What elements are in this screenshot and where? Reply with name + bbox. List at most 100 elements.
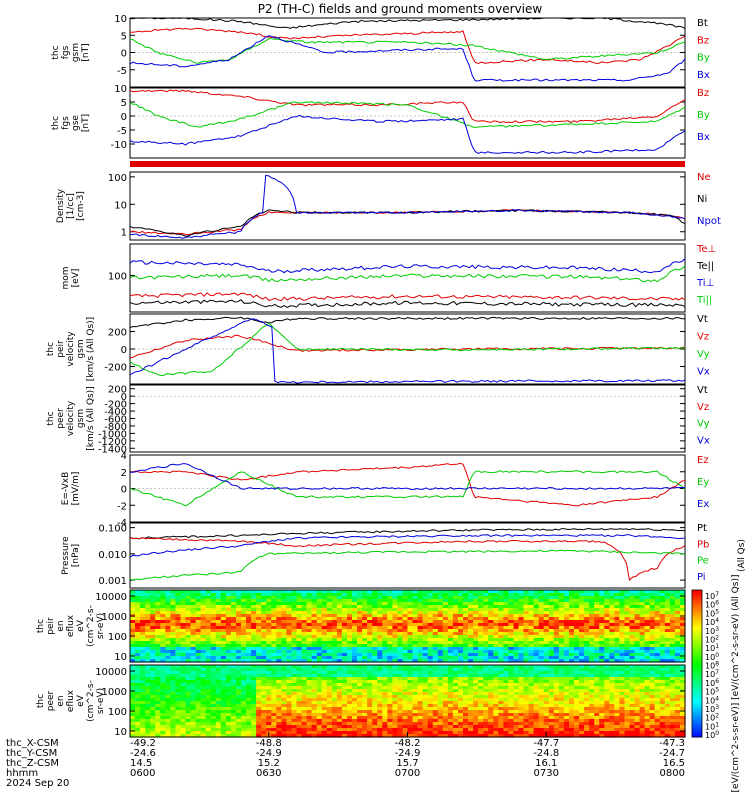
series-line-Ti|| (129, 265, 686, 283)
panel-frame (129, 589, 686, 663)
series-line-Bx (129, 114, 686, 154)
y-axis-label: thc peir velocity gsm [km/s (All Qs)] (46, 317, 96, 381)
colorbar-tick-label: 100 (705, 652, 719, 662)
legend-entry: Pi (697, 572, 706, 583)
legend-entry: Vy (697, 419, 710, 430)
y-tick-label: 10 (114, 200, 127, 211)
svg-text:[km/s (All Qs)]: [km/s (All Qs)] (86, 317, 96, 381)
colorbar: 1071061051041031021011001081071061051041… (691, 575, 741, 793)
colorbar-tick-label: 105 (705, 687, 719, 697)
y-tick-label: 5 (121, 98, 127, 109)
x-tick-value: 14.5 (130, 758, 152, 769)
svg-text:peir: peir (56, 340, 66, 358)
colorbar-tick-label: 100 (705, 730, 719, 740)
heatmap-cells (130, 665, 686, 738)
y-tick-label: 10 (114, 84, 127, 95)
series-line-Pe (129, 549, 686, 581)
colorbar-tick-label: 102 (705, 634, 719, 644)
y-tick-label: 4 (121, 451, 127, 462)
y-tick-label: 10000 (95, 592, 127, 603)
y-tick-label: -1000 (98, 429, 127, 440)
colorbar-tick-label: 107 (705, 591, 719, 601)
x-tick-value: 15.7 (396, 758, 418, 769)
colorbar-tick-label: 108 (705, 661, 719, 671)
panel-pressure: 0.100 0.010 0.001 Pressure [nPa] Pt Pb Pe Pi (All… (61, 522, 747, 589)
side-label: (All Qs) (737, 539, 747, 572)
svg-text:gsm: gsm (71, 43, 81, 62)
svg-text:gse: gse (71, 115, 81, 131)
svg-text:thc: thc (36, 619, 46, 633)
series-line-Ez (130, 462, 686, 507)
x-tick-value: -48.8 (256, 738, 282, 749)
colorbar-tick-label: 106 (705, 600, 719, 610)
colorbar-label: [eV/(cm^2-s-sr-eV)] [eV/(cm^2-s-sr-eV) (… (731, 575, 741, 793)
panel-fgs_gsm: 10 5 0 -5 thc fgs gsm [nT] Bt Bz By Bx (51, 14, 710, 88)
panel-frame (129, 87, 686, 159)
panel-frame (129, 522, 686, 589)
legend-entry: Vz (697, 332, 709, 343)
colorbar-tick-label: 105 (705, 608, 719, 618)
colorbar-tick-label: 101 (705, 643, 719, 653)
colorbar-tick-label: 103 (705, 704, 719, 714)
y-tick-label: 0.100 (98, 524, 127, 535)
series-line-Npot (129, 174, 686, 239)
svg-text:peir: peir (46, 617, 56, 635)
y-tick-label: 0 (121, 485, 127, 496)
legend-entry: Ey (697, 477, 709, 488)
y-tick-label: -400 (104, 407, 127, 418)
legend-entry: Vx (697, 367, 710, 378)
panel-density: 100 10 1 Density [1/cc] [cm-3] Ne Ni Npot (56, 171, 721, 241)
svg-text:thc: thc (51, 45, 61, 59)
legend-entry: Bx (697, 70, 710, 81)
x-tick-value: -24.7 (659, 748, 685, 759)
svg-text:E=-VxB: E=-VxB (61, 472, 71, 506)
svg-text:peer: peer (56, 408, 66, 429)
y-tick-label: 100 (108, 173, 127, 184)
x-tick-value: -48.2 (395, 738, 421, 749)
colorbar-tick-label: 102 (705, 713, 719, 723)
series-line-Pb (129, 537, 686, 581)
legend-entry: Vx (697, 435, 710, 446)
svg-text:fgs: fgs (61, 45, 71, 59)
series-line-Bt (129, 17, 686, 30)
y-tick-label: 0.001 (98, 576, 127, 587)
legend-entry: Ni (697, 194, 707, 205)
svg-text:[1/cc]: [1/cc] (66, 193, 76, 219)
y-tick-label: -1200 (98, 437, 127, 448)
y-axis-label: Pressure [nPa] (61, 536, 81, 575)
y-tick-label: 0 (121, 49, 127, 60)
svg-text:(cm^2-s-: (cm^2-s- (86, 605, 96, 647)
panel-peir_velocity: 200 0 -200 thc peir velocity gsm [km/s (All Qs)… (46, 313, 710, 385)
legend-entry: By (697, 110, 710, 121)
y-tick-label: -1400 (98, 444, 127, 455)
y-axis-label: thc fgs gse [nT] (51, 114, 91, 132)
x-axis-labels: thc_X-CSM -49.2 -48.8 -48.2 -47.7 -47.3 thc_Y-… (6, 732, 686, 789)
x-tick-value: 0730 (534, 768, 559, 779)
y-tick-label: 5 (121, 31, 127, 42)
legend-entry: Vt (697, 314, 708, 325)
colorbar-tick-label: 103 (705, 626, 719, 636)
svg-text:thc: thc (46, 342, 56, 356)
colorbar-tick-label: 106 (705, 678, 719, 688)
series-line-Vt (129, 316, 685, 328)
colorbar-tick-label: 101 (705, 721, 719, 731)
y-tick-label: -10 (111, 140, 127, 151)
svg-text:[nT]: [nT] (81, 114, 91, 132)
svg-text:Density: Density (56, 188, 66, 223)
svg-text:sr-eV): sr-eV) (96, 613, 106, 639)
y-axis-label: thc fgs gsm [nT] (51, 43, 91, 62)
svg-text:en: en (56, 620, 66, 631)
x-tick-value: -47.7 (533, 738, 559, 749)
legend-entry: Te⊥ (696, 244, 716, 255)
legend-entry: Pb (697, 539, 709, 550)
x-tick-value: -47.3 (659, 738, 685, 749)
legend-entry: Npot (697, 216, 721, 227)
y-axis-label: thc peer velocity gsm [km/s (All Qs)] (46, 386, 96, 450)
y-tick-label: 0 (121, 112, 127, 123)
svg-text:mom: mom (61, 266, 71, 289)
x-tick-value: 16.5 (663, 758, 685, 769)
svg-text:gsm: gsm (76, 339, 86, 358)
series-line-By (129, 38, 686, 64)
series-line-Te⊥ (129, 292, 686, 302)
y-tick-label: -200 (104, 363, 127, 374)
